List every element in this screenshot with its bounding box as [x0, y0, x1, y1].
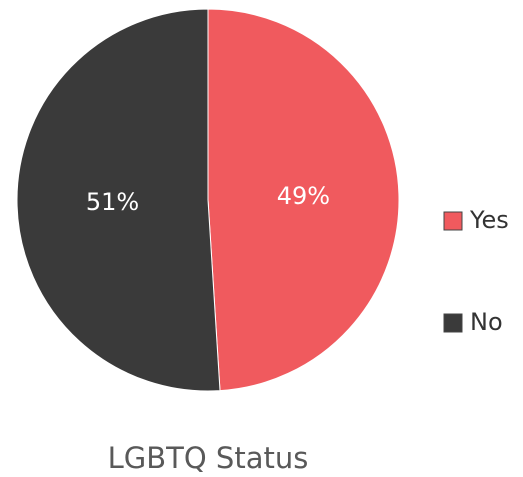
legend-swatch — [443, 211, 463, 231]
pie-slice — [16, 8, 221, 392]
chart-title: LGBTQ Status — [108, 441, 309, 475]
legend-label: Yes — [469, 206, 509, 234]
data-label: 49% — [277, 182, 330, 210]
legend-label: No — [470, 308, 503, 336]
pie-slice — [207, 8, 400, 392]
legend-swatch — [443, 313, 463, 333]
data-label: 51% — [86, 188, 139, 216]
